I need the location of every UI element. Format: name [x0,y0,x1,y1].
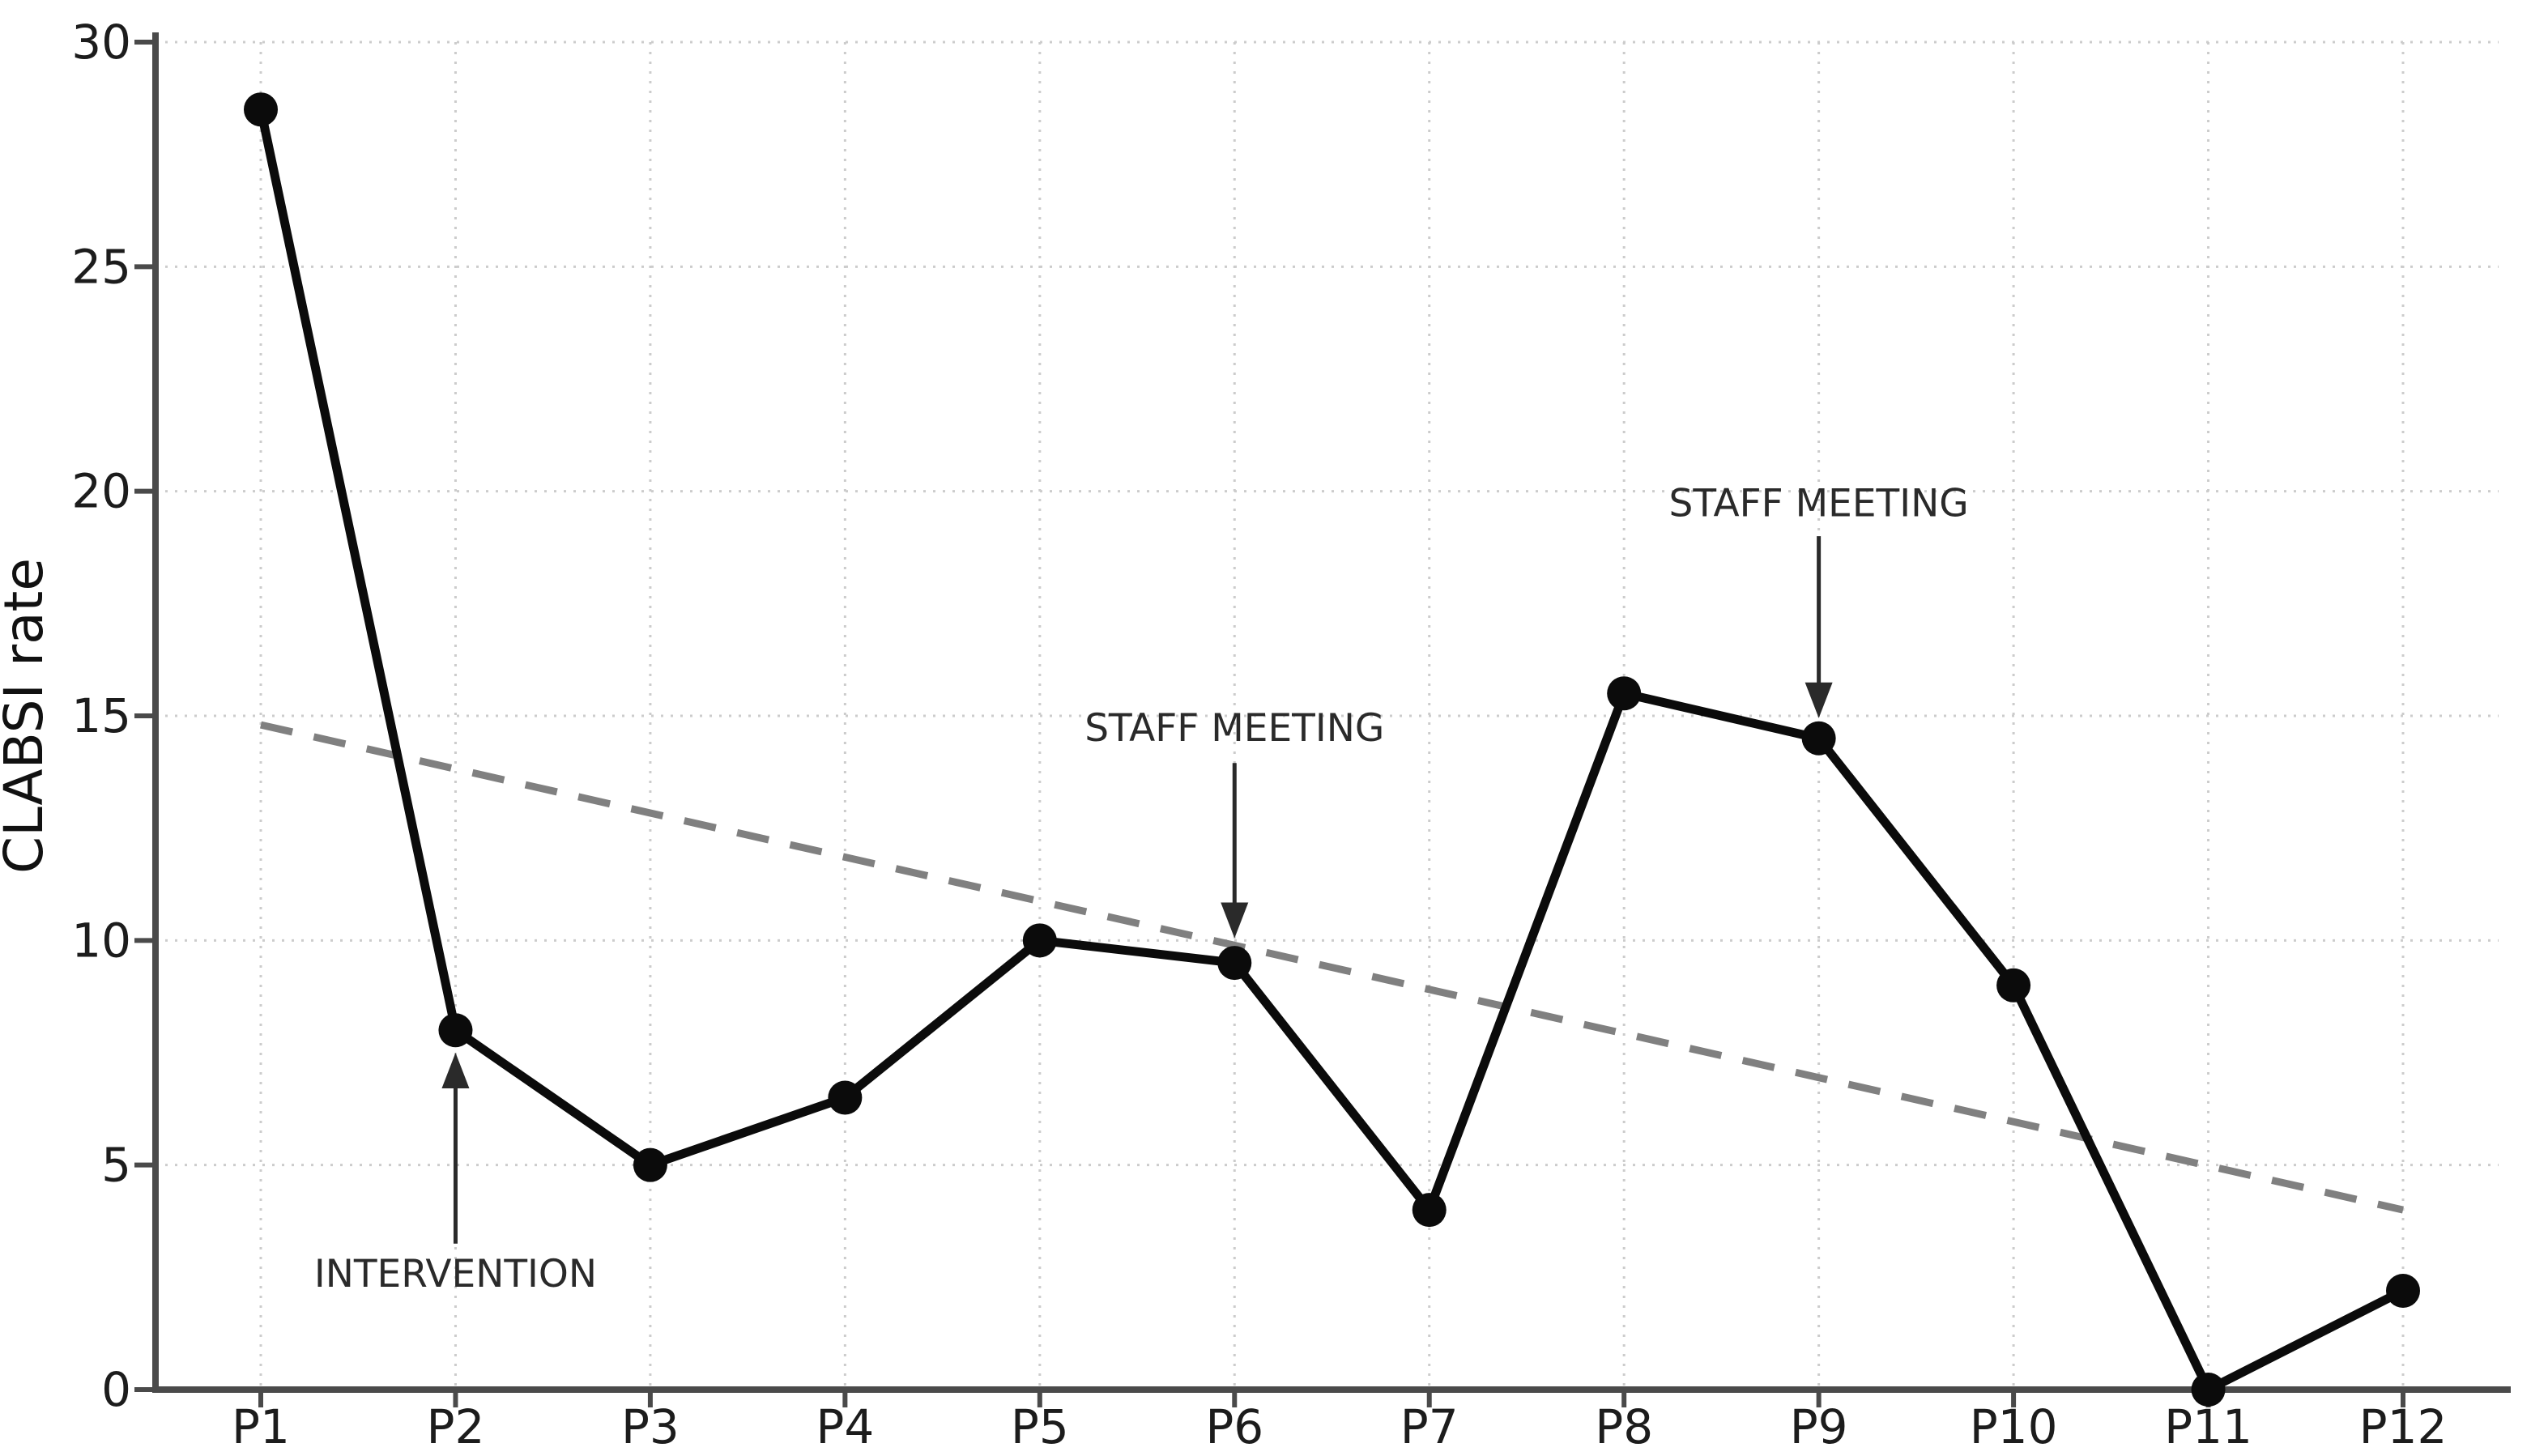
data-point-P12 [2386,1273,2420,1308]
trend-line [260,721,2404,1214]
annotation-arrowhead [1805,682,1833,718]
x-tick-label: P12 [2359,1399,2448,1454]
x-tick-label: P9 [1790,1399,1848,1454]
data-point-P10 [1996,968,2031,1003]
x-tick-label: P8 [1595,1399,1653,1454]
data-point-P5 [1022,923,1057,958]
data-point-P7 [1412,1193,1447,1228]
x-tick-label: P3 [621,1399,680,1454]
clabsi-line [256,104,2408,1394]
annotation-label: STAFF MEETING [1669,482,1969,526]
axis-layer: 0 5 10 15 20 25 30 P1 P2 P3 P4 P5 P6 P7 P8 P9 P10 P11 P12 [71,15,2511,1454]
data-series-layer [244,92,2420,1407]
x-tick-label: P7 [1400,1399,1459,1454]
trend-line-layer [260,721,2404,1214]
x-tick-label: P6 [1205,1399,1263,1454]
x-tick-label: P5 [1011,1399,1069,1454]
data-point-P11 [2191,1373,2226,1407]
x-tick-label: P1 [232,1399,290,1454]
annotation-label: STAFF MEETING [1084,706,1384,751]
annotation-arrowhead [1221,902,1249,939]
data-point-P2 [438,1013,473,1048]
y-tick-label: 20 [71,464,131,519]
y-tick-label: 10 [71,913,131,968]
data-point-P3 [633,1147,667,1182]
y-tick-label: 5 [101,1138,131,1193]
data-point-P4 [828,1080,863,1115]
data-point-P1 [244,92,278,127]
annotation-label: INTERVENTION [314,1252,597,1296]
data-point-P8 [1607,676,1642,711]
y-tick-label: 0 [101,1362,131,1417]
y-tick-label: 30 [71,15,131,70]
data-point-P6 [1217,946,1252,981]
y-tick-label: 15 [71,688,131,743]
annotation-layer: INTERVENTION STAFF MEETING STAFF MEETING [314,482,1969,1296]
y-axis-title: CLABSI rate [0,558,55,874]
y-tick-label: 25 [71,239,131,294]
x-tick-label: P4 [816,1399,874,1454]
grid-layer [156,40,2499,1390]
x-tick-label: P2 [427,1399,485,1454]
x-tick-label: P11 [2164,1399,2252,1454]
x-tick-label: P10 [1970,1399,2058,1454]
annotation-arrowhead [441,1053,470,1088]
data-point-P9 [1801,721,1836,756]
